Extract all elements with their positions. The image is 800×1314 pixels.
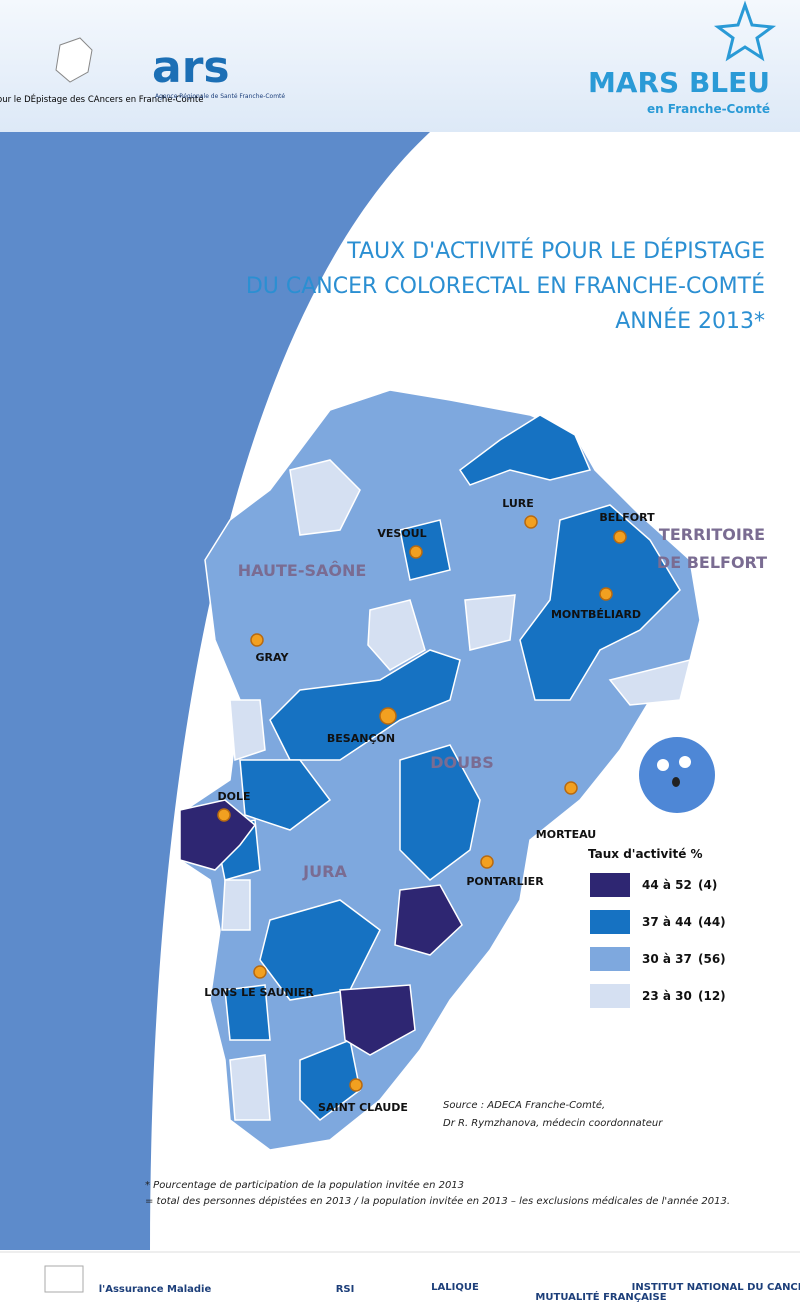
legend: Taux d'activité % 44 à 52 (4) 37 à 44 (44) 3… xyxy=(588,847,726,1008)
mascot-body xyxy=(639,737,715,813)
mascot-eye xyxy=(679,756,691,768)
city-label: BELFORT xyxy=(599,511,655,524)
republique-logo xyxy=(44,1265,84,1293)
mascot xyxy=(639,737,715,813)
city-marker xyxy=(524,515,538,529)
adeca-logo xyxy=(55,37,93,83)
area xyxy=(239,759,332,831)
city-label: BESANÇON xyxy=(327,732,395,745)
city-label: LONS LE SAUNIER xyxy=(204,986,314,999)
city-marker xyxy=(217,808,231,822)
city-marker xyxy=(613,530,627,544)
ars-subtitle: Agence Régionale de Santé Franche-Comté xyxy=(155,93,285,100)
area xyxy=(299,1038,361,1121)
city-label: DOLE xyxy=(217,790,250,803)
legend-swatch xyxy=(590,910,630,934)
city-marker xyxy=(409,545,423,559)
city-marker xyxy=(253,965,267,979)
title-line: ANNÉE 2013* xyxy=(615,308,765,334)
ars-logo: ars xyxy=(152,42,230,93)
adeca-text: Association pour le DÉpistage des CAncer… xyxy=(0,93,203,105)
city-label: MONTBÉLIARD xyxy=(551,608,641,621)
city-marker xyxy=(564,781,578,795)
legend-range: 30 à 37 xyxy=(642,952,692,966)
city-marker xyxy=(480,855,494,869)
area xyxy=(179,799,257,871)
city-marker xyxy=(349,1078,363,1092)
city-marker xyxy=(379,707,397,725)
area xyxy=(229,699,266,762)
blue-swoosh xyxy=(0,132,430,1250)
legend-range: 37 à 44 xyxy=(642,915,692,929)
city-label: SAINT CLAUDE xyxy=(318,1101,408,1114)
area xyxy=(221,879,251,931)
mascot-eye xyxy=(657,759,669,771)
footer-logo: l'Assurance Maladie xyxy=(99,1284,212,1295)
legend-title: Taux d'activité % xyxy=(588,847,703,861)
department-label: TERRITOIRE xyxy=(659,525,765,544)
area xyxy=(269,649,461,761)
footer-logos: l'Assurance Maladie RSI LALIQUE MUTUALIT… xyxy=(44,1265,800,1303)
footer-logo: RSI xyxy=(336,1284,355,1295)
area xyxy=(458,414,592,486)
city-label: MORTEAU xyxy=(536,828,596,841)
area xyxy=(229,1054,271,1121)
brand-star xyxy=(713,0,777,62)
area xyxy=(464,594,516,651)
title-line: TAUX D'ACTIVITÉ POUR LE DÉPISTAGE xyxy=(346,238,765,264)
city-label: PONTARLIER xyxy=(466,875,544,888)
department-labels: HAUTE-SAÔNE TERRITOIRE DE BELFORT DOUBS … xyxy=(238,525,767,881)
footer-logo: INSTITUT NATIONAL DU CANCER xyxy=(632,1282,800,1293)
footnote: * Pourcentage de participation de la pop… xyxy=(145,1179,464,1191)
footer-logo: MUTUALITÉ FRANÇAISE xyxy=(535,1290,666,1303)
city-marker xyxy=(599,587,613,601)
legend-count: (4) xyxy=(698,878,717,892)
footnote: = total des personnes dépistées en 2013 … xyxy=(145,1195,730,1207)
city-label: GRAY xyxy=(256,651,290,664)
header: Association pour le DÉpistage des CAncer… xyxy=(0,0,777,116)
area xyxy=(608,658,692,706)
legend-range: 44 à 52 xyxy=(642,878,692,892)
header-band xyxy=(0,0,800,132)
source: Source : ADECA Franche-Comté, xyxy=(443,1099,605,1111)
department-label: DE BELFORT xyxy=(657,553,767,572)
department-label: HAUTE-SAÔNE xyxy=(238,561,367,580)
footer-logo: LALIQUE xyxy=(431,1282,479,1293)
department-label: DOUBS xyxy=(430,753,494,772)
area xyxy=(399,744,481,881)
legend-count: (44) xyxy=(698,915,726,929)
legend-swatch xyxy=(590,947,630,971)
department-label: JURA xyxy=(302,862,347,881)
area xyxy=(367,599,426,671)
brand-subtitle: en Franche-Comté xyxy=(647,102,770,116)
area xyxy=(339,984,416,1056)
legend-range: 23 à 30 xyxy=(642,989,692,1003)
adeca-text: Association pour le DÉpistage des CAncer… xyxy=(0,93,203,105)
city-marker xyxy=(250,633,264,647)
brand-title: MARS BLEU xyxy=(588,66,770,99)
legend-swatch xyxy=(590,984,630,1008)
map xyxy=(179,389,701,1151)
area xyxy=(519,504,681,701)
cities: LURE VESOUL BELFORT MONTBÉLIARD GRAY BES… xyxy=(204,497,655,1114)
source: Dr R. Rymzhanova, médecin coordonnateur xyxy=(443,1117,663,1129)
title-line: DU CANCER COLORECTAL EN FRANCHE-COMTÉ xyxy=(246,273,765,299)
legend-swatch xyxy=(590,873,630,897)
area xyxy=(224,984,271,1041)
area xyxy=(289,459,361,536)
city-label: VESOUL xyxy=(377,527,426,540)
city-label: LURE xyxy=(502,497,534,510)
legend-count: (12) xyxy=(698,989,726,1003)
legend-count: (56) xyxy=(698,952,726,966)
area xyxy=(399,519,451,581)
mascot-mouth xyxy=(672,777,680,787)
area xyxy=(394,884,463,956)
